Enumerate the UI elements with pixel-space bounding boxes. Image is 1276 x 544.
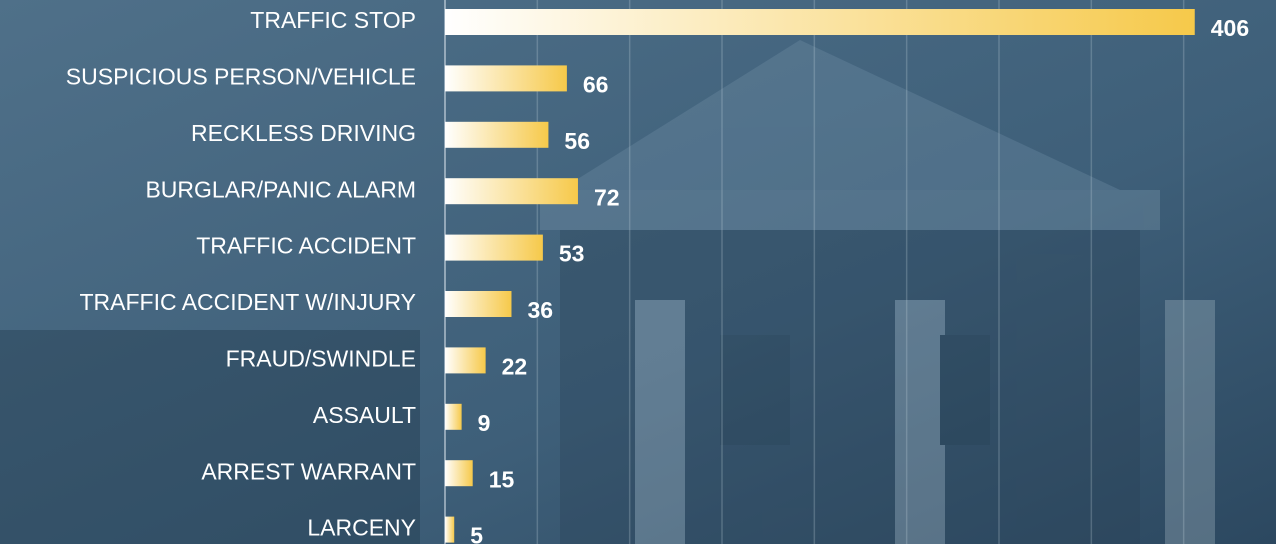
category-label: TRAFFIC ACCIDENT (196, 233, 416, 259)
category-label: SUSPICIOUS PERSON/VEHICLE (66, 63, 416, 89)
category-label: BURGLAR/PANIC ALARM (145, 176, 416, 202)
bar (445, 347, 486, 373)
bar (445, 178, 578, 204)
category-label: LARCENY (307, 515, 416, 541)
category-label: RECKLESS DRIVING (191, 120, 416, 146)
category-label: TRAFFIC STOP (250, 7, 416, 33)
bar (445, 65, 567, 91)
value-label: 15 (489, 466, 515, 492)
bar (445, 460, 473, 486)
value-label: 36 (527, 297, 553, 323)
category-label: ASSAULT (313, 402, 416, 428)
bar (445, 404, 462, 430)
bar (445, 122, 548, 148)
value-label: 56 (564, 128, 590, 154)
bar (445, 517, 454, 543)
bar (445, 291, 511, 317)
category-label: TRAFFIC ACCIDENT W/INJURY (80, 289, 417, 315)
value-label: 72 (594, 184, 620, 210)
value-label: 53 (559, 241, 585, 267)
bar (445, 235, 543, 261)
category-label: FRAUD/SWINDLE (226, 345, 416, 371)
page: {"chart_data": {"type": "hbar", "categor… (0, 0, 1276, 544)
chart: TRAFFIC STOP 406 SUSPICIOUS PERSON/VEHICLE… (0, 0, 1276, 544)
value-label: 22 (502, 353, 528, 379)
value-label: 9 (478, 410, 491, 436)
bar (445, 9, 1195, 35)
value-label: 66 (583, 71, 609, 97)
value-label: 406 (1211, 15, 1249, 41)
category-label: ARREST WARRANT (201, 458, 416, 484)
value-label: 5 (470, 523, 483, 544)
